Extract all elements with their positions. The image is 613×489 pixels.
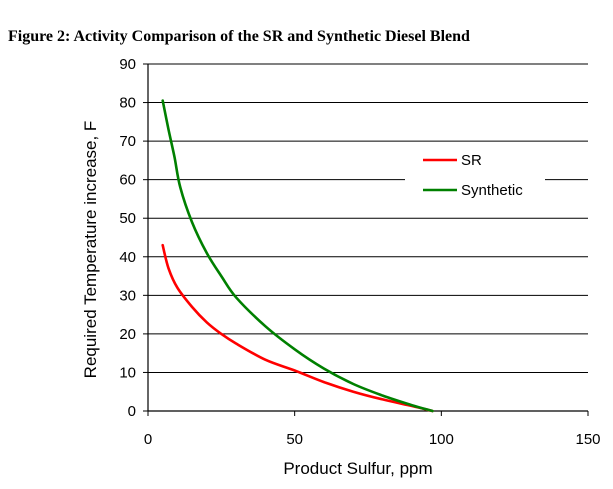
series-lines (161, 99, 434, 413)
x-tick-label-150: 150 (575, 431, 600, 448)
series-line-sr (161, 243, 434, 413)
y-tick-label-70: 70 (119, 133, 136, 150)
series-line-synthetic (161, 99, 434, 413)
y-tick-label-80: 80 (119, 95, 136, 112)
legend-label-sr: SR (461, 152, 482, 169)
y-tick-label-50: 50 (119, 210, 136, 227)
x-axis-title: Product Sulfur, ppm (283, 459, 432, 478)
figure-title: Figure 2: Activity Comparison of the SR … (8, 28, 470, 45)
x-tick-label-50: 50 (286, 431, 303, 448)
legend-label-synthetic: Synthetic (461, 182, 523, 199)
legend-background (405, 145, 545, 207)
axes (143, 63, 589, 416)
y-tick-label-40: 40 (119, 249, 136, 266)
y-tick-label-20: 20 (119, 326, 136, 343)
y-tick-label-0: 0 (128, 403, 136, 420)
legend: SR Synthetic (405, 145, 545, 207)
y-tick-label-30: 30 (119, 287, 136, 304)
x-tick-label-0: 0 (144, 431, 152, 448)
y-tick-label-90: 90 (119, 56, 136, 73)
y-axis-title: Required Temperature increase, F (81, 121, 100, 379)
tick-labels: 0 10 20 30 40 50 60 70 80 90 0 50 100 150 (119, 56, 600, 448)
x-tick-label-100: 100 (429, 431, 454, 448)
y-tick-label-10: 10 (119, 364, 136, 381)
y-tick-label-60: 60 (119, 172, 136, 189)
gridlines (148, 63, 588, 373)
